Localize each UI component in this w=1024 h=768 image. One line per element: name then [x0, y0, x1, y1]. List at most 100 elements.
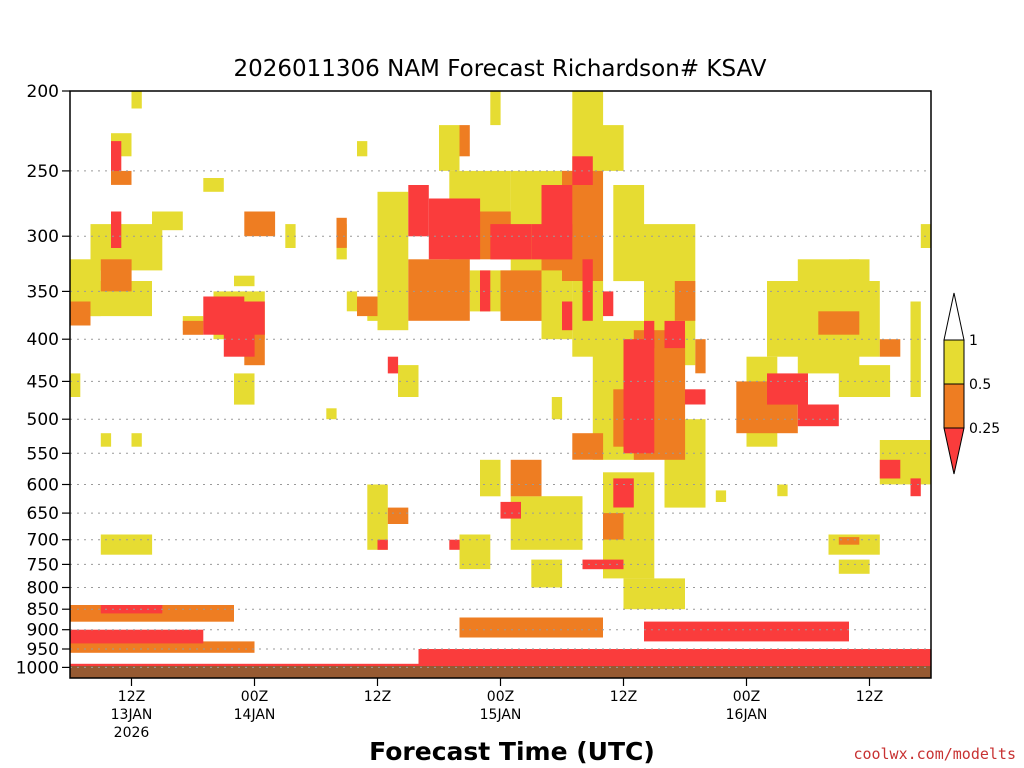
cell-yellow-12 — [326, 408, 337, 420]
cell-red-9 — [449, 539, 460, 550]
ground-surface — [70, 666, 931, 678]
cell-red-8 — [428, 198, 481, 260]
cell-yellow-11 — [234, 373, 255, 405]
cell-yellow-10 — [285, 224, 296, 248]
cell-red-20 — [613, 478, 634, 508]
cell-red-4 — [254, 301, 265, 335]
cell-red-11 — [480, 270, 491, 312]
cell-orange-0 — [70, 301, 91, 326]
cell-yellow-16 — [70, 373, 81, 397]
cell-yellow-52 — [910, 301, 921, 397]
cell-red-1 — [111, 211, 122, 248]
cell-red-28 — [910, 478, 921, 497]
cell-red-14 — [541, 185, 573, 237]
y-tick-label-550: 550 — [27, 444, 59, 464]
cell-red-22 — [644, 320, 655, 349]
x-tick-label-6-0: 12Z — [856, 689, 883, 705]
cell-yellow-25 — [439, 125, 460, 171]
cell-red-21 — [623, 339, 655, 454]
y-tick-label-950: 950 — [27, 640, 59, 660]
cell-orange-8 — [357, 296, 378, 317]
colorbar-red-tip — [943, 427, 965, 475]
y-tick-label-1000: 1000 — [16, 658, 59, 678]
cell-yellow-9 — [234, 275, 255, 287]
cell-yellow-47 — [777, 484, 788, 497]
x-tick-label-3-0: 00Z — [487, 689, 514, 705]
cell-red-7 — [408, 185, 429, 237]
cell-orange-1 — [100, 259, 132, 292]
cell-yellow-33 — [510, 496, 583, 550]
cell-band-red-7 — [644, 621, 849, 642]
colorbar-orange — [943, 383, 965, 429]
cell-yellow-30 — [480, 459, 501, 497]
y-tick-label-850: 850 — [27, 600, 59, 620]
cell-yellow-28 — [490, 91, 501, 126]
cell-red-27 — [879, 459, 901, 479]
cell-orange-7 — [336, 217, 347, 248]
y-tick-label-450: 450 — [27, 372, 59, 392]
y-tick-label-600: 600 — [27, 476, 59, 496]
cell-yellow-35 — [551, 397, 563, 420]
colorbar-white-tip — [943, 292, 965, 341]
x-tick-label-1-0: 00Z — [241, 689, 268, 705]
cell-red-17 — [582, 259, 593, 321]
colorbar-label-0.5: 0.5 — [969, 377, 991, 393]
y-tick-label-700: 700 — [27, 531, 59, 551]
cell-red-25 — [767, 373, 808, 405]
cell-orange-12 — [459, 125, 470, 157]
cell-orange-24 — [818, 311, 860, 335]
y-axis-ticks: 200 250 300 350 400 450 500 550 600 650 700 750 8008… — [16, 82, 70, 678]
cell-band-red-4 — [100, 605, 163, 614]
cell-yellow-39 — [613, 185, 645, 282]
x-tick-label-5-1: 16JAN — [726, 707, 768, 723]
cell-yellow-18 — [357, 141, 368, 157]
cell-red-26 — [797, 404, 839, 427]
x-tick-label-0-0: 12Z — [118, 689, 145, 705]
heatmap-cells — [70, 91, 931, 672]
cell-orange-17 — [572, 433, 604, 460]
cell-yellow-50 — [849, 259, 870, 281]
cell-yellow-21 — [377, 191, 409, 331]
cell-red-23 — [664, 320, 685, 349]
x-axis-label: Forecast Time (UTC) — [369, 737, 655, 766]
cell-orange-13 — [500, 270, 542, 321]
y-tick-label-900: 900 — [27, 621, 59, 641]
cell-orange-9 — [387, 507, 409, 524]
cell-yellow-37 — [592, 125, 624, 171]
cell-red-6 — [387, 356, 399, 374]
colorbar-yellow — [943, 339, 965, 385]
cell-orange-26 — [879, 339, 901, 357]
cell-band-orange-1 — [70, 641, 255, 653]
cell-red-12 — [500, 501, 521, 519]
cell-orange-2 — [111, 170, 132, 185]
cell-band-orange-6 — [459, 617, 603, 638]
cell-orange-3 — [182, 320, 204, 335]
cell-yellow-45 — [715, 490, 727, 502]
x-tick-label-4-0: 12Z — [610, 689, 637, 705]
y-tick-label-800: 800 — [27, 579, 59, 599]
cell-yellow-19 — [346, 291, 358, 312]
y-tick-label-500: 500 — [27, 410, 59, 430]
colorbar-label-1: 1 — [969, 333, 978, 349]
cell-band-red-5 — [418, 649, 931, 668]
x-axis-ticks: 12Z 13JAN 2026 00Z 14JAN 12Z 00Z 15JAN 12Z 00Z 16J… — [111, 678, 883, 741]
x-tick-label-5-0: 00Z — [733, 689, 760, 705]
cell-orange-18 — [603, 513, 624, 540]
cell-yellow-6 — [203, 178, 224, 192]
cell-red-24 — [685, 389, 706, 405]
x-tick-label-3-1: 15JAN — [480, 707, 522, 723]
cell-yellow-23 — [367, 484, 388, 550]
y-tick-label-250: 250 — [27, 162, 59, 182]
cell-red-5 — [377, 539, 388, 550]
y-tick-label-650: 650 — [27, 504, 59, 524]
cell-yellow-29 — [459, 534, 491, 570]
cell-orange-22 — [695, 339, 706, 374]
cell-yellow-15 — [131, 433, 142, 447]
credit-text: coolwx.com/modelts — [853, 745, 1016, 763]
cell-yellow-56 — [838, 559, 870, 574]
x-tick-label-0-2: 2026 — [114, 725, 150, 741]
y-tick-label-750: 750 — [27, 555, 59, 575]
cell-red-3 — [223, 301, 255, 357]
x-tick-label-0-1: 13JAN — [111, 707, 153, 723]
